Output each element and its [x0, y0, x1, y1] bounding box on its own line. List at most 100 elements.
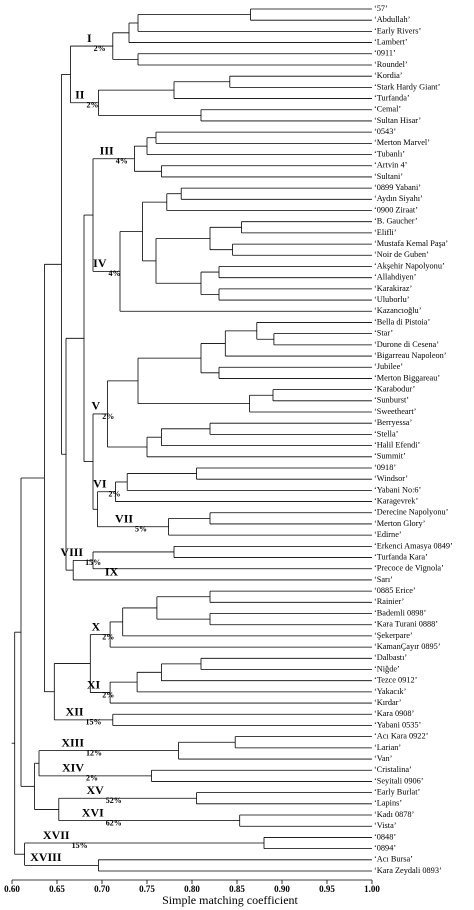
x-tick-label: 0.90 — [274, 884, 290, 894]
cluster-label: XVI — [82, 805, 104, 819]
leaf-label: ‘Yakacık’ — [374, 687, 406, 696]
leaf-label: ‘Larian’ — [374, 743, 401, 752]
cluster-label: XI — [87, 677, 101, 691]
leaf-label: ‘0894’ — [374, 844, 396, 853]
leaf-label: ‘Cristalina’ — [374, 765, 412, 774]
cluster-note: 5% — [135, 525, 147, 534]
leaf-label: ‘Sweetheart’ — [374, 407, 416, 416]
cluster-label: IX — [105, 565, 119, 579]
leaf-label: ‘Jubilee’ — [374, 362, 403, 371]
cluster-note: 12% — [86, 748, 102, 757]
leaf-label: ‘57’ — [374, 4, 388, 13]
leaf-label: ‘Karagevrek’ — [374, 496, 418, 505]
cluster-note: 15% — [86, 718, 102, 727]
x-tick-label: 1.00 — [364, 884, 380, 894]
cluster-note: 2% — [86, 101, 98, 110]
leaf-label: ‘Tezce 0912’ — [374, 676, 417, 685]
cluster-note: 62% — [106, 818, 122, 827]
leaf-label: ‘Summit’ — [374, 452, 406, 461]
leaf-label: ‘Elifli’ — [374, 228, 397, 237]
cluster-label: I — [87, 31, 92, 45]
leaf-label: ‘Halil Efendi’ — [374, 441, 420, 450]
leaf-label: ‘Kazancıoğlu’ — [374, 306, 421, 315]
cluster-label: XIV — [62, 761, 84, 775]
leaf-label: ‘Acı Kara 0922’ — [374, 732, 428, 741]
leaf-label: ‘Sunburst’ — [374, 396, 409, 405]
cluster-note: 2% — [86, 774, 98, 783]
cluster-note: 52% — [106, 796, 122, 805]
x-axis-title: Simple matching coefficient — [162, 893, 298, 907]
cluster-note: 15% — [72, 841, 88, 850]
cluster-label: XVII — [43, 828, 70, 842]
leaf-label: ‘Seyitali 0906’ — [374, 776, 424, 785]
leaf-label: ‘Yabani 0535’ — [374, 720, 421, 729]
leaf-label: ‘Cemal’ — [374, 105, 401, 114]
leaf-label: ‘Kordia’ — [374, 71, 403, 80]
leaf-label: ‘Lambert’ — [374, 37, 408, 46]
x-tick-label: 0.60 — [4, 884, 20, 894]
leaf-label: ‘0899 Yabani’ — [374, 183, 421, 192]
cluster-note: 4% — [109, 269, 121, 278]
leaf-label: ‘0918’ — [374, 463, 396, 472]
leaf-label: ‘Akşehir Napolyonu’ — [374, 261, 445, 270]
leaf-label: ‘Mustafa Kemal Paşa’ — [374, 239, 448, 248]
x-tick-label: 0.80 — [184, 884, 200, 894]
leaf-label: ‘Stark Hardy Giant’ — [374, 82, 440, 91]
leaf-label: ‘Dalbastı’ — [374, 653, 407, 662]
cluster-label: XIII — [61, 735, 84, 749]
cluster-label: XV — [86, 783, 104, 797]
leaf-label: ‘Erkenci Amasya 0849’ — [374, 541, 453, 550]
cluster-note: 2% — [102, 690, 114, 699]
leaf-label: ‘B. Gaucher’ — [374, 217, 418, 226]
leaf-label: ‘Kara 0908’ — [374, 709, 414, 718]
leaf-label: ‘0900 Ziraat’ — [374, 205, 418, 214]
cluster-label: VII — [115, 512, 133, 526]
leaf-label: ‘KamanÇayır 0895’ — [374, 642, 441, 651]
leaf-label: ‘Merton Biggareau’ — [374, 373, 440, 382]
leaf-label: ‘Allahdiyen’ — [374, 273, 416, 282]
leaf-label: ‘Merton Glory’ — [374, 519, 425, 528]
cluster-note: 2% — [109, 490, 121, 499]
leaf-label: ‘Stella’ — [374, 429, 398, 438]
cluster-label: V — [92, 399, 101, 413]
leaf-label: ‘Precoce de Vignola’ — [374, 564, 444, 573]
leaf-label: ‘0885 Erice’ — [374, 586, 416, 595]
leaf-label: ‘Bigarreau Napoleon’ — [374, 351, 447, 360]
leaf-label: ‘Vista’ — [374, 821, 397, 830]
leaf-label: ‘Karabodur’ — [374, 385, 415, 394]
leaf-label: ‘Aydın Siyahı’ — [374, 194, 423, 203]
leaf-label: ‘Acı Bursa’ — [374, 855, 413, 864]
x-tick-label: 0.85 — [229, 884, 245, 894]
leaf-label: ‘Uluborlu’ — [374, 295, 410, 304]
leaf-label: ‘Berryessa’ — [374, 418, 412, 427]
leaf-label: ‘Van’ — [374, 754, 392, 763]
leaf-label: ‘Sarı’ — [374, 575, 393, 584]
cluster-label: VIII — [60, 545, 83, 559]
cluster-note: 4% — [116, 157, 128, 166]
leaf-label: ‘Durone di Cesena’ — [374, 340, 439, 349]
leaf-label: ‘Edirne’ — [374, 530, 402, 539]
leaf-label: ‘Turfanda Kara’ — [374, 552, 428, 561]
leaf-label: ‘Bademli 0898’ — [374, 608, 426, 617]
leaf-label: ‘Abdullah’ — [374, 15, 410, 24]
leaf-label: ‘Kara Zeydali 0893’ — [374, 866, 442, 875]
leaf-label: ‘0911’ — [374, 49, 396, 58]
leaf-label: ‘Tubanlı’ — [374, 149, 405, 158]
leaf-label: ‘Windsor’ — [374, 474, 408, 483]
x-tick-label: 0.70 — [94, 884, 110, 894]
cluster-note: 2% — [94, 44, 106, 53]
leaf-label: ‘0543’ — [374, 127, 396, 136]
leaf-label: ‘Niğde’ — [374, 664, 400, 673]
leaf-label: ‘Lapins’ — [374, 799, 402, 808]
cluster-note: 2% — [102, 412, 114, 421]
cluster-note: 15% — [85, 558, 101, 567]
cluster-label: II — [75, 88, 85, 102]
leaf-label: ‘Sultan Hisar’ — [374, 116, 421, 125]
leaf-label: ‘Merton Marvel’ — [374, 138, 430, 147]
leaf-label: ‘Karakiraz’ — [374, 284, 412, 293]
leaf-label: ‘Noir de Guben’ — [374, 250, 429, 259]
leaf-label: ‘Derecine Napolyonu’ — [374, 508, 448, 517]
leaf-label: ‘Rainier’ — [374, 597, 404, 606]
cluster-note: 2% — [102, 632, 114, 641]
